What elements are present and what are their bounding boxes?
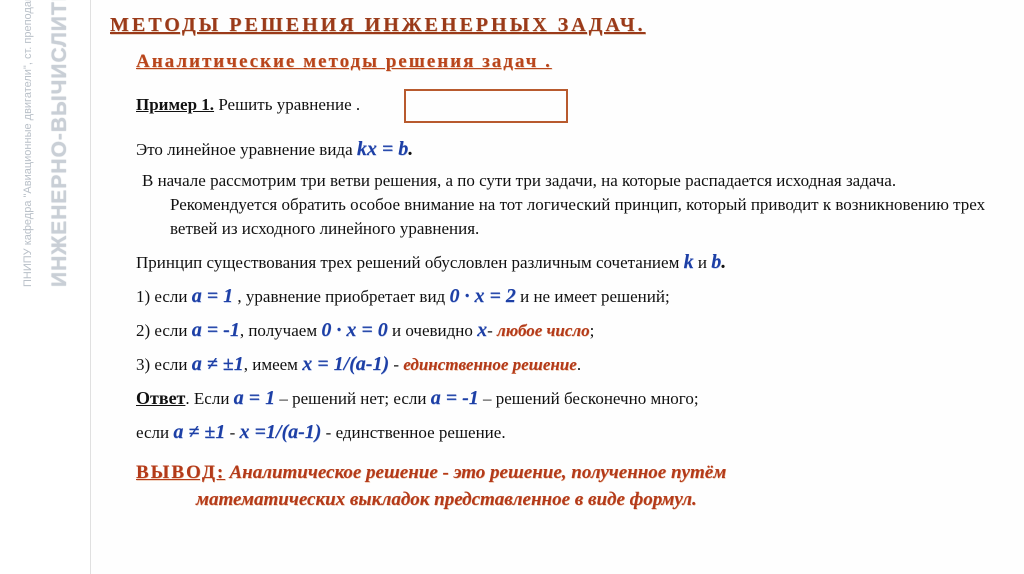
example-text: Решить уравнение . bbox=[214, 95, 360, 114]
period1: . bbox=[408, 138, 413, 160]
conclusion-block: ВЫВОД: Аналитическое решение - это решен… bbox=[136, 460, 1005, 513]
case2-eq: 0 · x = 0 bbox=[321, 319, 387, 341]
ans-p1c: – решений бесконечно много; bbox=[479, 389, 699, 408]
answer-line2: если a ≠ ±1 - x =1/(a-1) - единственное … bbox=[136, 418, 1005, 446]
principle-a: Принцип существования трех решений обусл… bbox=[136, 253, 684, 272]
principle-and: и bbox=[694, 253, 712, 272]
ans-a1: a = 1 bbox=[234, 387, 275, 409]
case3-a: a ≠ ±1 bbox=[192, 353, 244, 375]
principle-b: b bbox=[711, 251, 721, 273]
case2-semi: ; bbox=[590, 321, 595, 340]
case2-line: 2) если a = -1, получаем 0 · x = 0 и оче… bbox=[136, 316, 1005, 344]
case2-mid: , получаем bbox=[240, 321, 322, 340]
example-line: Пример 1. Решить уравнение . bbox=[136, 89, 1005, 123]
side-main-text: ИНЖЕНЕРНО-ВЫЧИСЛИТЕЛЬНЫЕ ТЕХНОЛОГИИ bbox=[48, 0, 72, 287]
principle-line: Принцип существования трех решений обусл… bbox=[136, 248, 1005, 276]
answer-line1: Ответ. Если a = 1 – решений нет; если a … bbox=[136, 384, 1005, 412]
side-sub-text: ПНИПУ кафедра "Авиационные двигатели", с… bbox=[22, 0, 34, 287]
side-banner: ИНЖЕНЕРНО-ВЫЧИСЛИТЕЛЬНЫЕ ТЕХНОЛОГИИ ПНИП… bbox=[0, 0, 91, 574]
case1-post: и не имеет решений; bbox=[516, 287, 670, 306]
equation-box bbox=[404, 89, 568, 123]
ans-p2a: если bbox=[136, 423, 173, 442]
ans-eq: x =1/(a-1) bbox=[239, 421, 321, 443]
case1-mid: , уравнение приобретает вид bbox=[233, 287, 449, 306]
branches-para: В начале рассмотрим три ветви решения, а… bbox=[170, 169, 1005, 240]
conclusion-l1: Аналитическое решение - это решение, пол… bbox=[229, 462, 726, 483]
conclusion-label: ВЫВОД: bbox=[136, 462, 225, 483]
case1-line: 1) если a = 1 , уравнение приобретает ви… bbox=[136, 282, 1005, 310]
sub-title: Аналитические методы решения задач . bbox=[136, 51, 1005, 73]
ans-p2b: - bbox=[225, 423, 239, 442]
case3-res: единственное решение bbox=[403, 355, 577, 374]
case3-mid2: - bbox=[389, 355, 403, 374]
case3-eq: x = 1/(a-1) bbox=[302, 353, 389, 375]
principle-k: k bbox=[684, 251, 694, 273]
ans-a3: a ≠ ±1 bbox=[173, 421, 225, 443]
case2-a: a = -1 bbox=[192, 319, 240, 341]
eq-kxb: kx = b bbox=[357, 138, 408, 160]
case2-res: любое число bbox=[497, 321, 590, 340]
linear-eq-line: Это линейное уравнение вида kx = b. bbox=[136, 135, 1005, 163]
case3-pre: 3) если bbox=[136, 355, 192, 374]
case2-dash: - bbox=[487, 321, 497, 340]
case1-a: a = 1 bbox=[192, 285, 233, 307]
case3-line: 3) если a ≠ ±1, имеем x = 1/(a-1) - един… bbox=[136, 350, 1005, 378]
ans-p1b: – решений нет; если bbox=[275, 389, 431, 408]
case3-period: . bbox=[577, 355, 581, 374]
ans-p1a: . Если bbox=[185, 389, 233, 408]
case2-pre: 2) если bbox=[136, 321, 192, 340]
case2-x: x bbox=[477, 319, 487, 341]
linear-eq-intro: Это линейное уравнение вида bbox=[136, 140, 357, 159]
ans-a2: a = -1 bbox=[431, 387, 479, 409]
case2-mid2: и очевидно bbox=[388, 321, 477, 340]
conclusion-l2: математических выкладок представленное в… bbox=[196, 487, 697, 514]
content-area: МЕТОДЫ РЕШЕНИЯ ИНЖЕНЕРНЫХ ЗАДАЧ. Аналити… bbox=[100, 14, 1005, 520]
ans-p2c: - единственное решение. bbox=[321, 423, 505, 442]
main-title: МЕТОДЫ РЕШЕНИЯ ИНЖЕНЕРНЫХ ЗАДАЧ. bbox=[110, 14, 1005, 37]
period2: . bbox=[721, 251, 726, 273]
case3-mid: , имеем bbox=[244, 355, 302, 374]
case1-eq: 0 · x = 2 bbox=[449, 285, 515, 307]
example-label: Пример 1. bbox=[136, 95, 214, 114]
case1-pre: 1) если bbox=[136, 287, 192, 306]
answer-label: Ответ bbox=[136, 388, 185, 408]
